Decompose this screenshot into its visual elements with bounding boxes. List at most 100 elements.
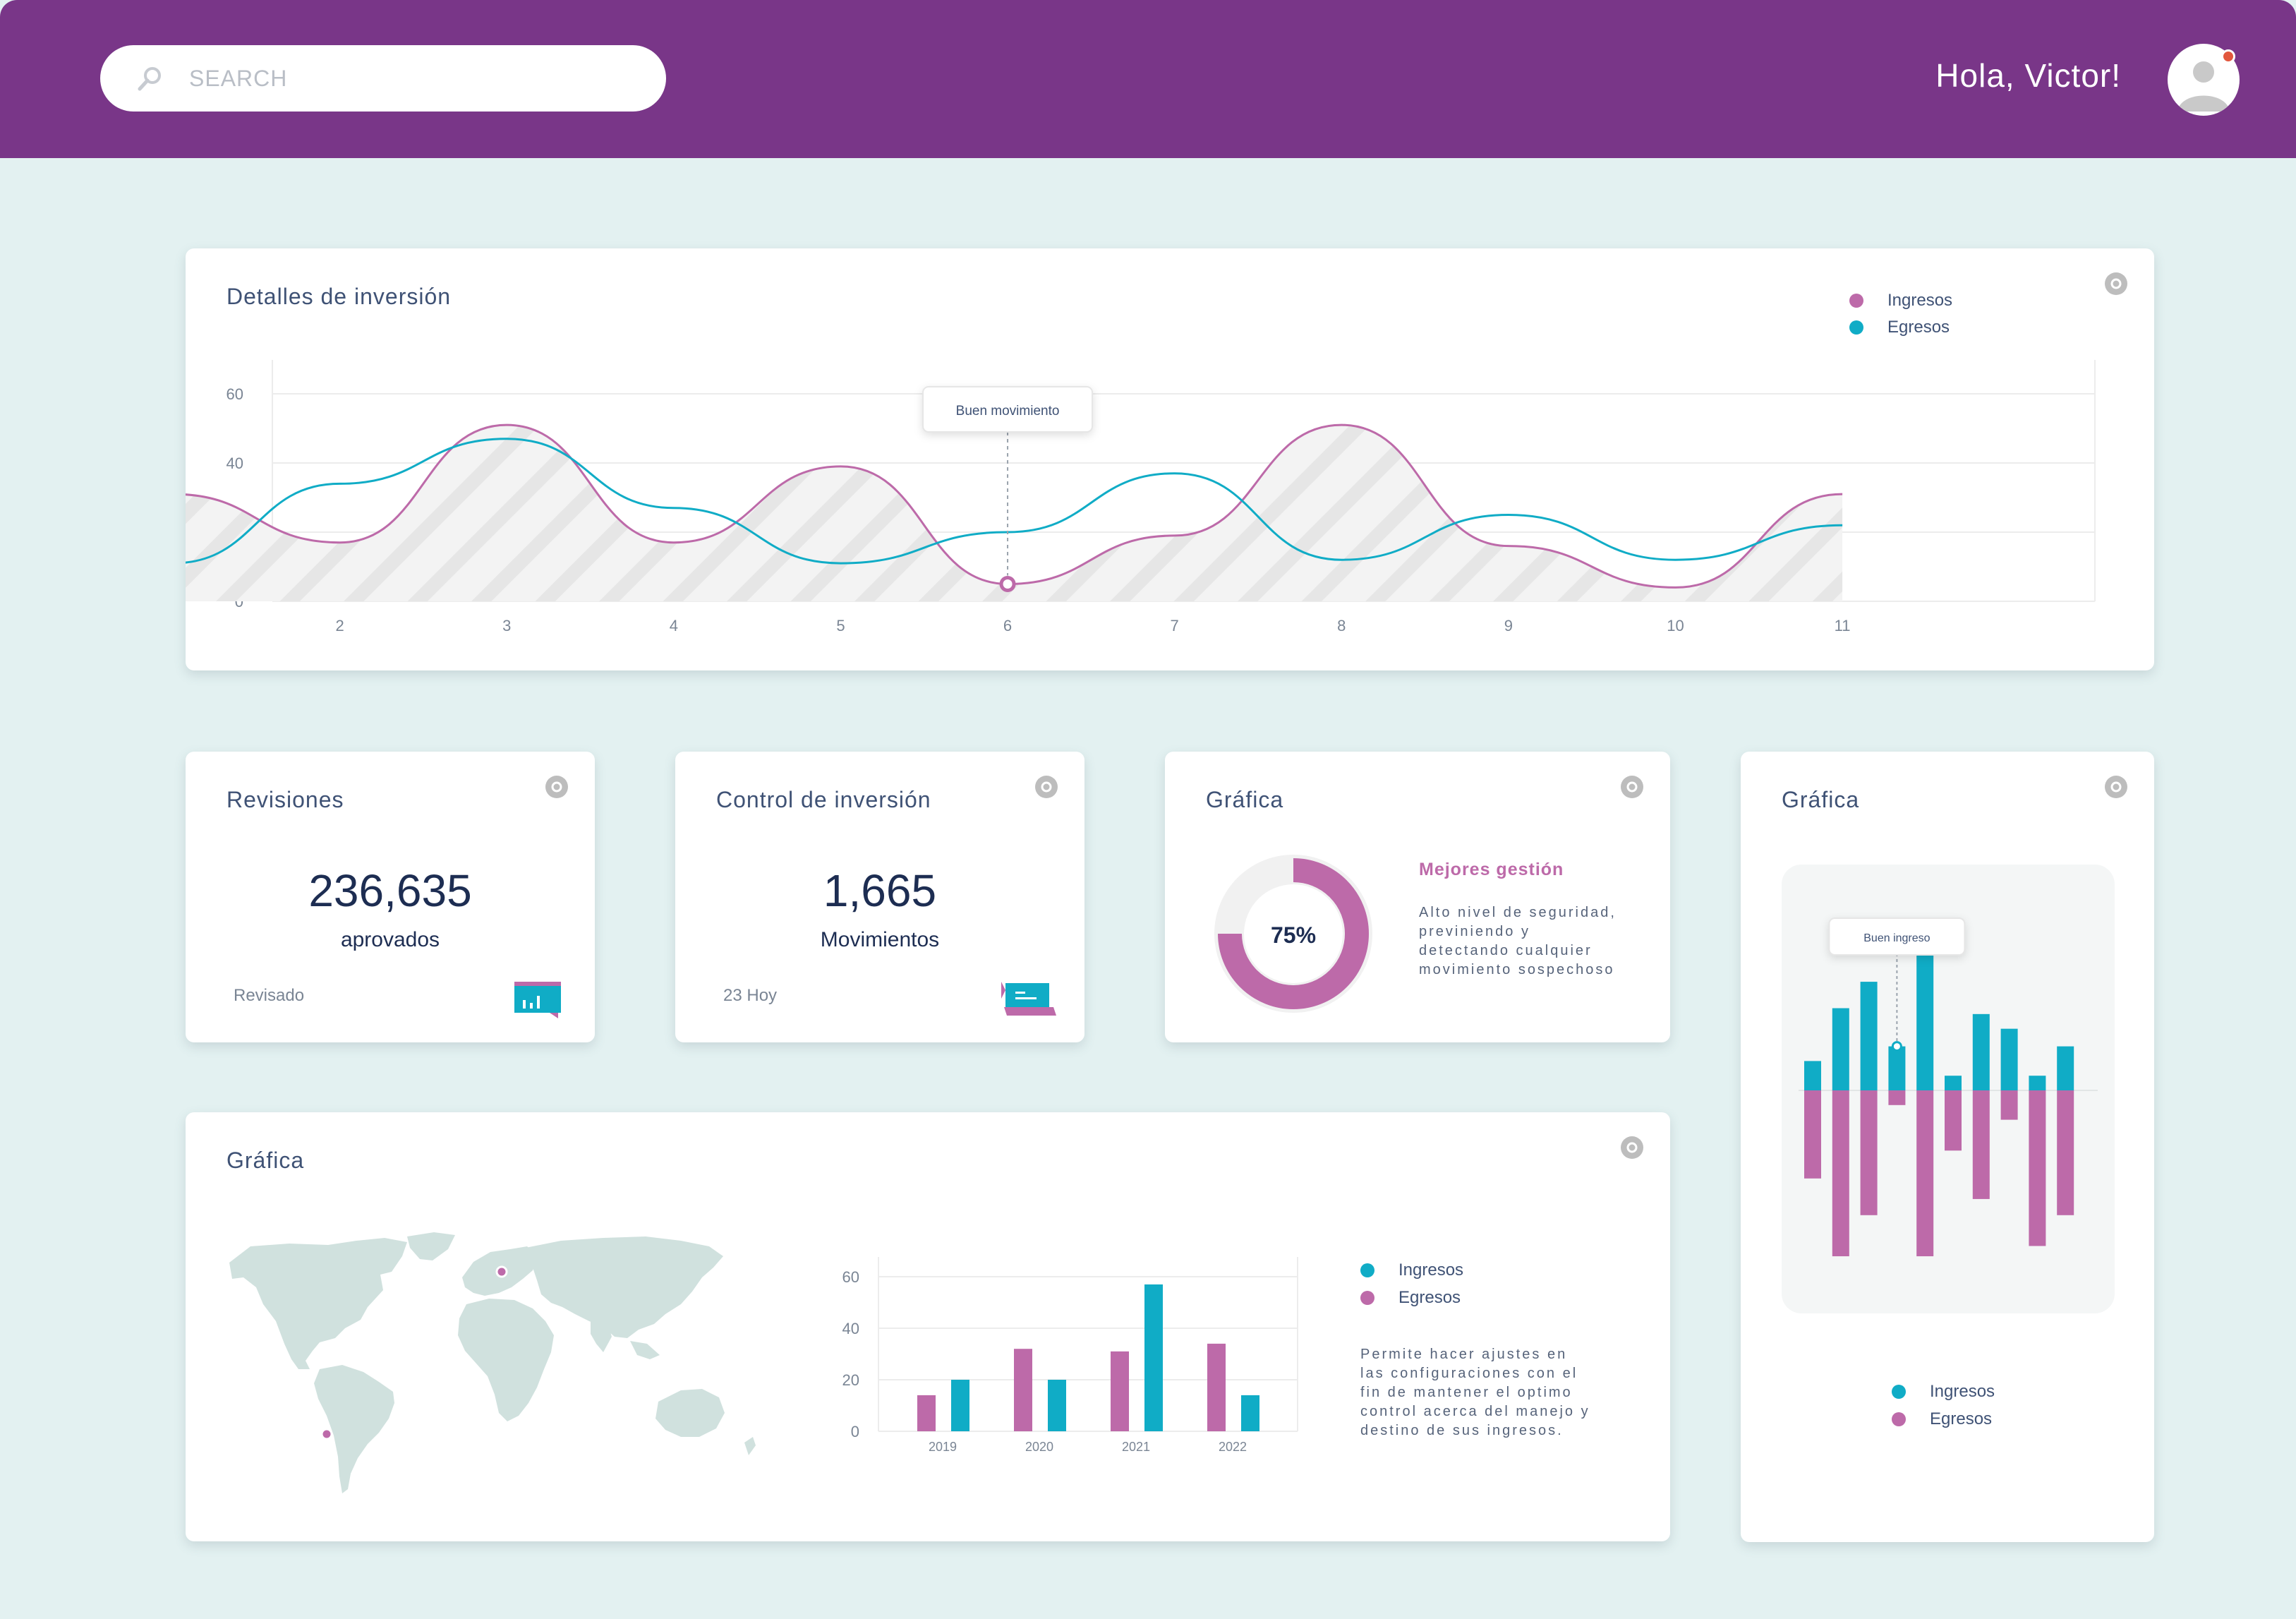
- legend-dot-egresos: [1849, 320, 1863, 335]
- search-icon: [135, 65, 164, 93]
- x-tick-label: 2020: [1025, 1440, 1053, 1454]
- card-title: Control de inversión: [716, 787, 931, 812]
- legend-label: Ingresos: [1887, 291, 1953, 310]
- africa-shape: [458, 1299, 554, 1421]
- legend-label: Egresos: [1887, 318, 1950, 337]
- donut-percent-label: 75%: [1271, 922, 1316, 948]
- y-tick-label: 20: [842, 1371, 859, 1389]
- southeast-asia-shape: [630, 1341, 660, 1359]
- card-title: Gráfica: [1206, 787, 1284, 812]
- settings-gear-icon[interactable]: [2103, 271, 2129, 296]
- bar-ingresos: [1860, 982, 1878, 1090]
- highlight-point[interactable]: [1891, 1041, 1902, 1052]
- greeting-text: Hola, Victor!: [1935, 57, 2121, 94]
- control-inversion-card: Control de inversión 1,665 Movimientos 2…: [675, 752, 1084, 1042]
- x-tick-label: 4: [670, 617, 678, 634]
- australia-shape: [655, 1389, 725, 1437]
- bar-ingresos: [1972, 1013, 1990, 1090]
- bar-ingresos: [1241, 1395, 1259, 1431]
- description-line: control acerca del manejo y: [1360, 1404, 1590, 1419]
- bar-egresos: [1111, 1351, 1129, 1431]
- legend-item-ingresos: Ingresos: [1849, 291, 1952, 311]
- description-line: las configuraciones con el: [1360, 1366, 1578, 1381]
- tooltip-text: Buen ingreso: [1863, 932, 1930, 944]
- bar-ingresos: [2057, 1046, 2074, 1090]
- card-title: Gráfica: [1782, 787, 1860, 812]
- south-america-shape: [314, 1365, 394, 1493]
- bar-ingresos: [1916, 946, 1934, 1090]
- x-tick-label: 3: [502, 617, 511, 634]
- x-tick-label: 2: [335, 617, 344, 634]
- vertical-bar-chart: Buen ingreso: [1799, 917, 2098, 1257]
- avatar[interactable]: [2168, 44, 2240, 116]
- map-marker-europe[interactable]: [495, 1265, 508, 1278]
- card-title: Revisiones: [226, 787, 344, 812]
- description-line: Permite hacer ajustes en: [1360, 1347, 1568, 1362]
- chart-board-icon: [512, 979, 564, 1023]
- donut-progress-arc: [1218, 858, 1369, 1009]
- y-tick-label: 60: [226, 385, 243, 403]
- legend-label: Egresos: [1398, 1288, 1461, 1307]
- x-tick-label: 2021: [1122, 1440, 1150, 1454]
- x-tick-label: 6: [1003, 617, 1012, 634]
- control-footnote: 23 Hoy: [723, 986, 778, 1005]
- revisiones-subtitle: aprovados: [340, 928, 440, 951]
- search-box[interactable]: [100, 45, 666, 112]
- movimientos-value: 1,665: [823, 865, 937, 916]
- settings-gear-icon[interactable]: [1619, 774, 1645, 800]
- legend-item-egresos: Egresos: [1360, 1288, 1461, 1308]
- donut-chart: 75%: [1214, 855, 1372, 1013]
- bar-egresos: [1832, 1090, 1849, 1257]
- donut-chart-card: Gráfica 75% Mejores gestión Alto nivel d…: [1165, 752, 1670, 1042]
- x-tick-label: 8: [1337, 617, 1346, 634]
- bar-ingresos: [2029, 1076, 2046, 1090]
- bar-egresos: [1945, 1090, 1962, 1151]
- top-bar: Hola, Victor!: [0, 0, 2296, 158]
- legend-item-ingresos: Ingresos: [1360, 1260, 1463, 1280]
- description-line: Alto nivel de seguridad,: [1419, 905, 1617, 920]
- card-title: Detalles de inversión: [226, 284, 452, 309]
- donut-description: Alto nivel de seguridad, previniendo y d…: [1419, 903, 1617, 980]
- settings-gear-icon[interactable]: [1619, 1135, 1645, 1160]
- bar-egresos: [2029, 1090, 2046, 1246]
- tooltip-text: Buen movimiento: [956, 404, 1060, 419]
- x-tick-label: 2019: [929, 1440, 957, 1454]
- bar-egresos: [1972, 1090, 1990, 1199]
- bar-ingresos: [1832, 1008, 1849, 1090]
- ticket-icon: [997, 979, 1058, 1022]
- bar-egresos: [1916, 1090, 1934, 1257]
- india-shape: [591, 1321, 612, 1352]
- bar-ingresos: [1144, 1284, 1163, 1431]
- x-tick-label: 2022: [1219, 1440, 1247, 1454]
- map-marker-south-america[interactable]: [320, 1428, 333, 1440]
- bar-ingresos: [1048, 1380, 1066, 1431]
- x-tick-label: 7: [1171, 617, 1179, 634]
- settings-gear-icon[interactable]: [1034, 774, 1059, 800]
- highlight-point[interactable]: [999, 576, 1016, 592]
- tooltip-box: [922, 386, 1094, 433]
- north-america-shape: [229, 1238, 407, 1369]
- x-tick-label: 10: [1667, 617, 1684, 634]
- search-input[interactable]: [189, 59, 641, 97]
- vertical-bar-card: Gráfica Buen ingreso Ingresos Egresos: [1741, 752, 2154, 1542]
- bar-egresos: [1804, 1090, 1821, 1179]
- legend-dot-egresos: [1892, 1412, 1906, 1426]
- x-tick-label: 11: [1835, 617, 1851, 634]
- investment-details-card: Detalles de inversión Ingresos Egresos 0…: [186, 248, 2154, 670]
- bar-egresos: [1207, 1343, 1226, 1431]
- bar-egresos: [2057, 1090, 2074, 1215]
- movimientos-subtitle: Movimientos: [820, 928, 940, 951]
- settings-gear-icon[interactable]: [544, 774, 569, 800]
- legend-label: Ingresos: [1398, 1260, 1464, 1280]
- legend-dot-ingresos: [1360, 1263, 1374, 1277]
- settings-gear-icon[interactable]: [2103, 774, 2129, 800]
- revisiones-value: 236,635: [308, 865, 472, 916]
- legend-label: Ingresos: [1930, 1382, 1995, 1401]
- yearly-bar-chart: 0 20 40 60 2019 2020 2021 2022: [842, 1257, 1298, 1454]
- bar-ingresos: [1888, 1046, 1906, 1090]
- y-tick-label: 60: [842, 1268, 859, 1286]
- greenland-shape: [407, 1232, 455, 1260]
- bar-ingresos: [1945, 1076, 1962, 1090]
- x-tick-label: 9: [1504, 617, 1513, 634]
- description-line: fin de mantener el optimo: [1360, 1385, 1573, 1400]
